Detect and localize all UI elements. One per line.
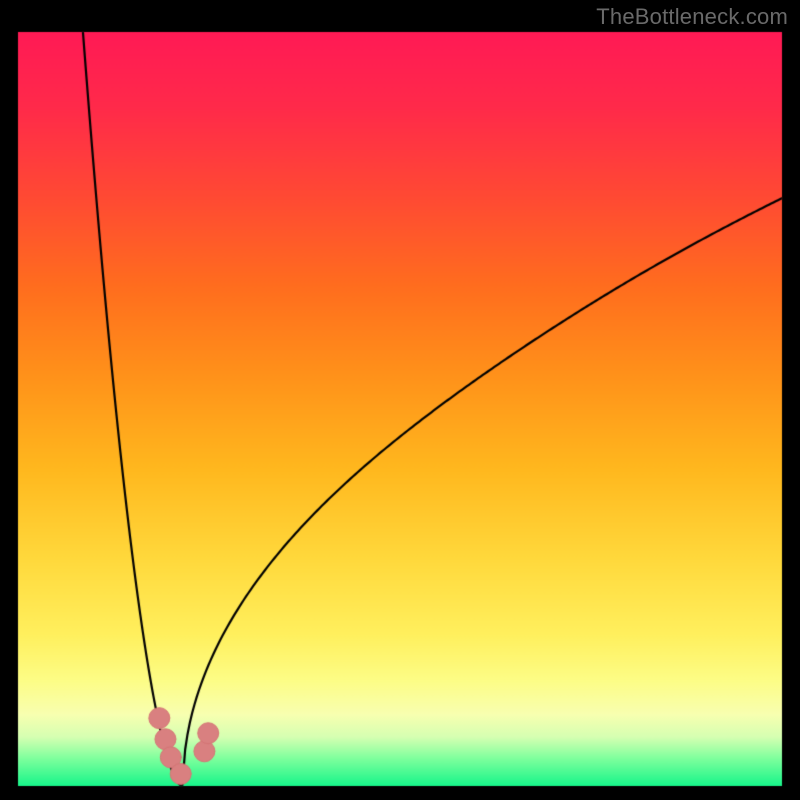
watermark-label: TheBottleneck.com	[596, 4, 788, 30]
bottleneck-curve-layer	[0, 0, 800, 800]
chart-root: TheBottleneck.com	[0, 0, 800, 800]
